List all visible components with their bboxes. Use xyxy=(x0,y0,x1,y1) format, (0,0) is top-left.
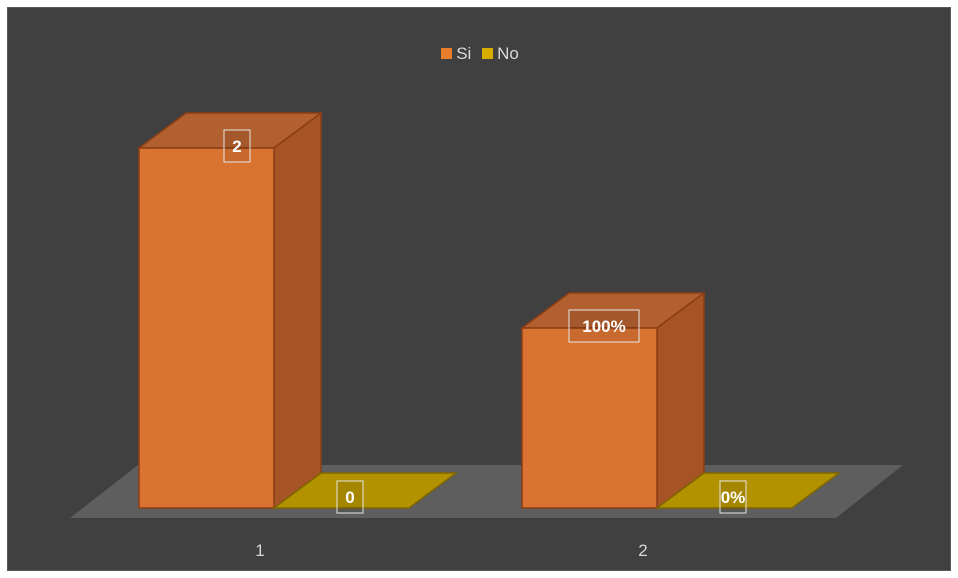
category-label-1: 1 xyxy=(255,541,264,560)
plot-area: 2 0 1 100% 0% 2 xyxy=(70,111,903,560)
data-label-no-cat2-box xyxy=(719,480,747,514)
bar-si-cat1-side xyxy=(273,111,322,510)
legend-item-no: No xyxy=(482,43,519,63)
legend-item-si: Si xyxy=(441,43,472,63)
data-label-si-cat2: 100% xyxy=(582,317,625,336)
chart-legend: Si No xyxy=(8,44,952,64)
category-label-2: 2 xyxy=(638,541,647,560)
legend-swatch-no xyxy=(482,48,494,59)
bar-si-cat2-side xyxy=(656,291,705,510)
data-label-no-cat2: 0% xyxy=(721,488,746,507)
legend-label-no: No xyxy=(497,43,519,63)
bar-si-cat2-front xyxy=(521,327,658,509)
legend-label-si: Si xyxy=(456,43,472,63)
bar-no-cat1-top xyxy=(271,472,459,509)
data-label-si-cat1-box xyxy=(223,129,251,163)
data-label-no-cat1: 0 xyxy=(345,488,354,507)
bar-si-cat1-front xyxy=(138,147,275,509)
data-label-si-cat1: 2 xyxy=(232,137,241,156)
legend-swatch-si xyxy=(441,48,453,59)
chart-area: Si No 2 0 1 100% 0% 2 xyxy=(7,7,951,571)
bar-no-cat2-top xyxy=(654,472,842,509)
data-label-si-cat2-box xyxy=(568,309,640,343)
data-label-no-cat1-box xyxy=(336,480,364,514)
